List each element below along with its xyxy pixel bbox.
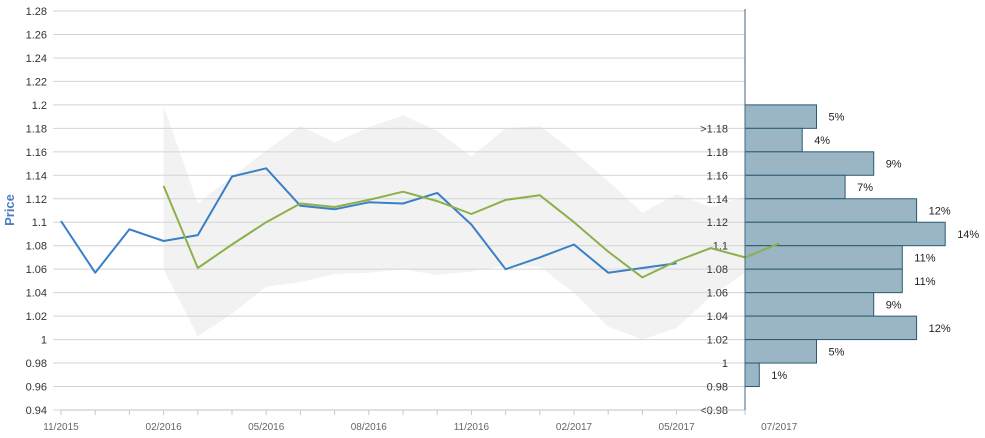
histogram-bar bbox=[744, 268, 903, 294]
y-axis-ticks: 0.94 0.96 0.98 1 1.02 1.04 1.06 1.08 1.1 1.12 1.14… bbox=[26, 6, 47, 417]
y-tick-label: 1.08 bbox=[26, 241, 47, 253]
y-tick-label: 1.26 bbox=[26, 29, 47, 41]
x-tick-label: 11/2015 bbox=[43, 422, 79, 433]
histogram-pct-label: 4% bbox=[814, 135, 830, 147]
forecast-range-band bbox=[163, 106, 780, 340]
forecast-band-area bbox=[163, 106, 780, 340]
y-tick-label: 1.2 bbox=[32, 100, 47, 112]
histogram-bar bbox=[744, 174, 846, 200]
histogram-bar bbox=[744, 151, 875, 176]
x-tick-label: 05/2016 bbox=[248, 422, 285, 433]
x-tick-label: 07/2017 bbox=[761, 422, 798, 433]
histogram-bin-label: 1.18 bbox=[707, 147, 728, 159]
histogram-bin-label: 1.16 bbox=[707, 170, 728, 182]
y-tick-label: 0.96 bbox=[26, 382, 47, 394]
x-axis-ticks: 11/2015 02/2016 05/2016 08/2016 11/2016 02/20… bbox=[43, 410, 798, 433]
histogram-bin-label: 0.98 bbox=[707, 382, 728, 394]
y-tick-label: 1.18 bbox=[26, 123, 47, 135]
histogram-pct-label: 12% bbox=[929, 323, 951, 335]
histogram-pct-label: 11% bbox=[914, 276, 935, 288]
y-tick-label: 1.06 bbox=[26, 264, 47, 276]
y-tick-label: 1 bbox=[41, 335, 47, 347]
x-tick-label: 02/2017 bbox=[556, 422, 593, 433]
grid-lines bbox=[53, 10, 745, 411]
x-tick-label: 05/2017 bbox=[659, 422, 696, 433]
histogram-pct-label: 11% bbox=[914, 252, 935, 264]
histogram-bin-label: 1.14 bbox=[707, 194, 728, 206]
histogram-bar bbox=[744, 245, 903, 270]
histogram-pct-label: 14% bbox=[957, 229, 979, 241]
histogram-bin-label: 1 bbox=[722, 358, 728, 370]
x-tick-label: 08/2016 bbox=[351, 422, 388, 433]
histogram-bar bbox=[744, 292, 875, 317]
y-tick-label: 1.04 bbox=[26, 288, 47, 300]
histogram-bin-label: <0.98 bbox=[700, 405, 728, 417]
histogram-bar bbox=[744, 339, 817, 364]
x-tick-label: 02/2016 bbox=[146, 422, 183, 433]
histogram-bar bbox=[744, 198, 918, 223]
histogram-bin-label: 1.04 bbox=[707, 311, 728, 323]
y-tick-label: 1.28 bbox=[26, 6, 47, 18]
histogram-pct-label: 1% bbox=[771, 370, 787, 382]
histogram-bin-label: 1.06 bbox=[707, 288, 728, 300]
histogram-bar bbox=[744, 127, 803, 153]
histogram-bar bbox=[744, 362, 760, 388]
y-tick-label: 1.12 bbox=[26, 194, 47, 206]
histogram-bin-label: 1.12 bbox=[707, 217, 728, 229]
histogram-bar bbox=[744, 104, 817, 129]
histogram-bin-label: 1.08 bbox=[707, 264, 728, 276]
y-tick-label: 1.02 bbox=[26, 311, 47, 323]
y-tick-label: 1.22 bbox=[26, 76, 47, 88]
histogram-pct-label: 12% bbox=[929, 206, 951, 218]
y-axis-title: Price bbox=[2, 194, 17, 226]
histogram-bar bbox=[744, 315, 918, 341]
y-tick-label: 1.14 bbox=[26, 170, 47, 182]
y-tick-label: 1.24 bbox=[26, 53, 47, 65]
y-tick-label: 1.16 bbox=[26, 147, 47, 159]
histogram-pct-label: 7% bbox=[857, 182, 873, 194]
histogram-pct-label: 5% bbox=[829, 346, 845, 358]
y-tick-label: 0.94 bbox=[26, 405, 47, 417]
histogram-pct-label: 5% bbox=[829, 112, 845, 124]
x-tick-label: 11/2016 bbox=[454, 422, 490, 433]
histogram-bar bbox=[744, 221, 946, 247]
y-tick-label: 0.98 bbox=[26, 358, 47, 370]
histogram-pct-label: 9% bbox=[886, 159, 902, 171]
y-tick-label: 1.1 bbox=[32, 217, 47, 229]
distribution-histogram: >1.185%1.184%1.169%1.147%1.1212%1.114%1.… bbox=[700, 104, 979, 417]
histogram-bin-label: 1.02 bbox=[707, 335, 728, 347]
histogram-bin-label: >1.18 bbox=[700, 123, 728, 135]
histogram-pct-label: 9% bbox=[886, 299, 902, 311]
